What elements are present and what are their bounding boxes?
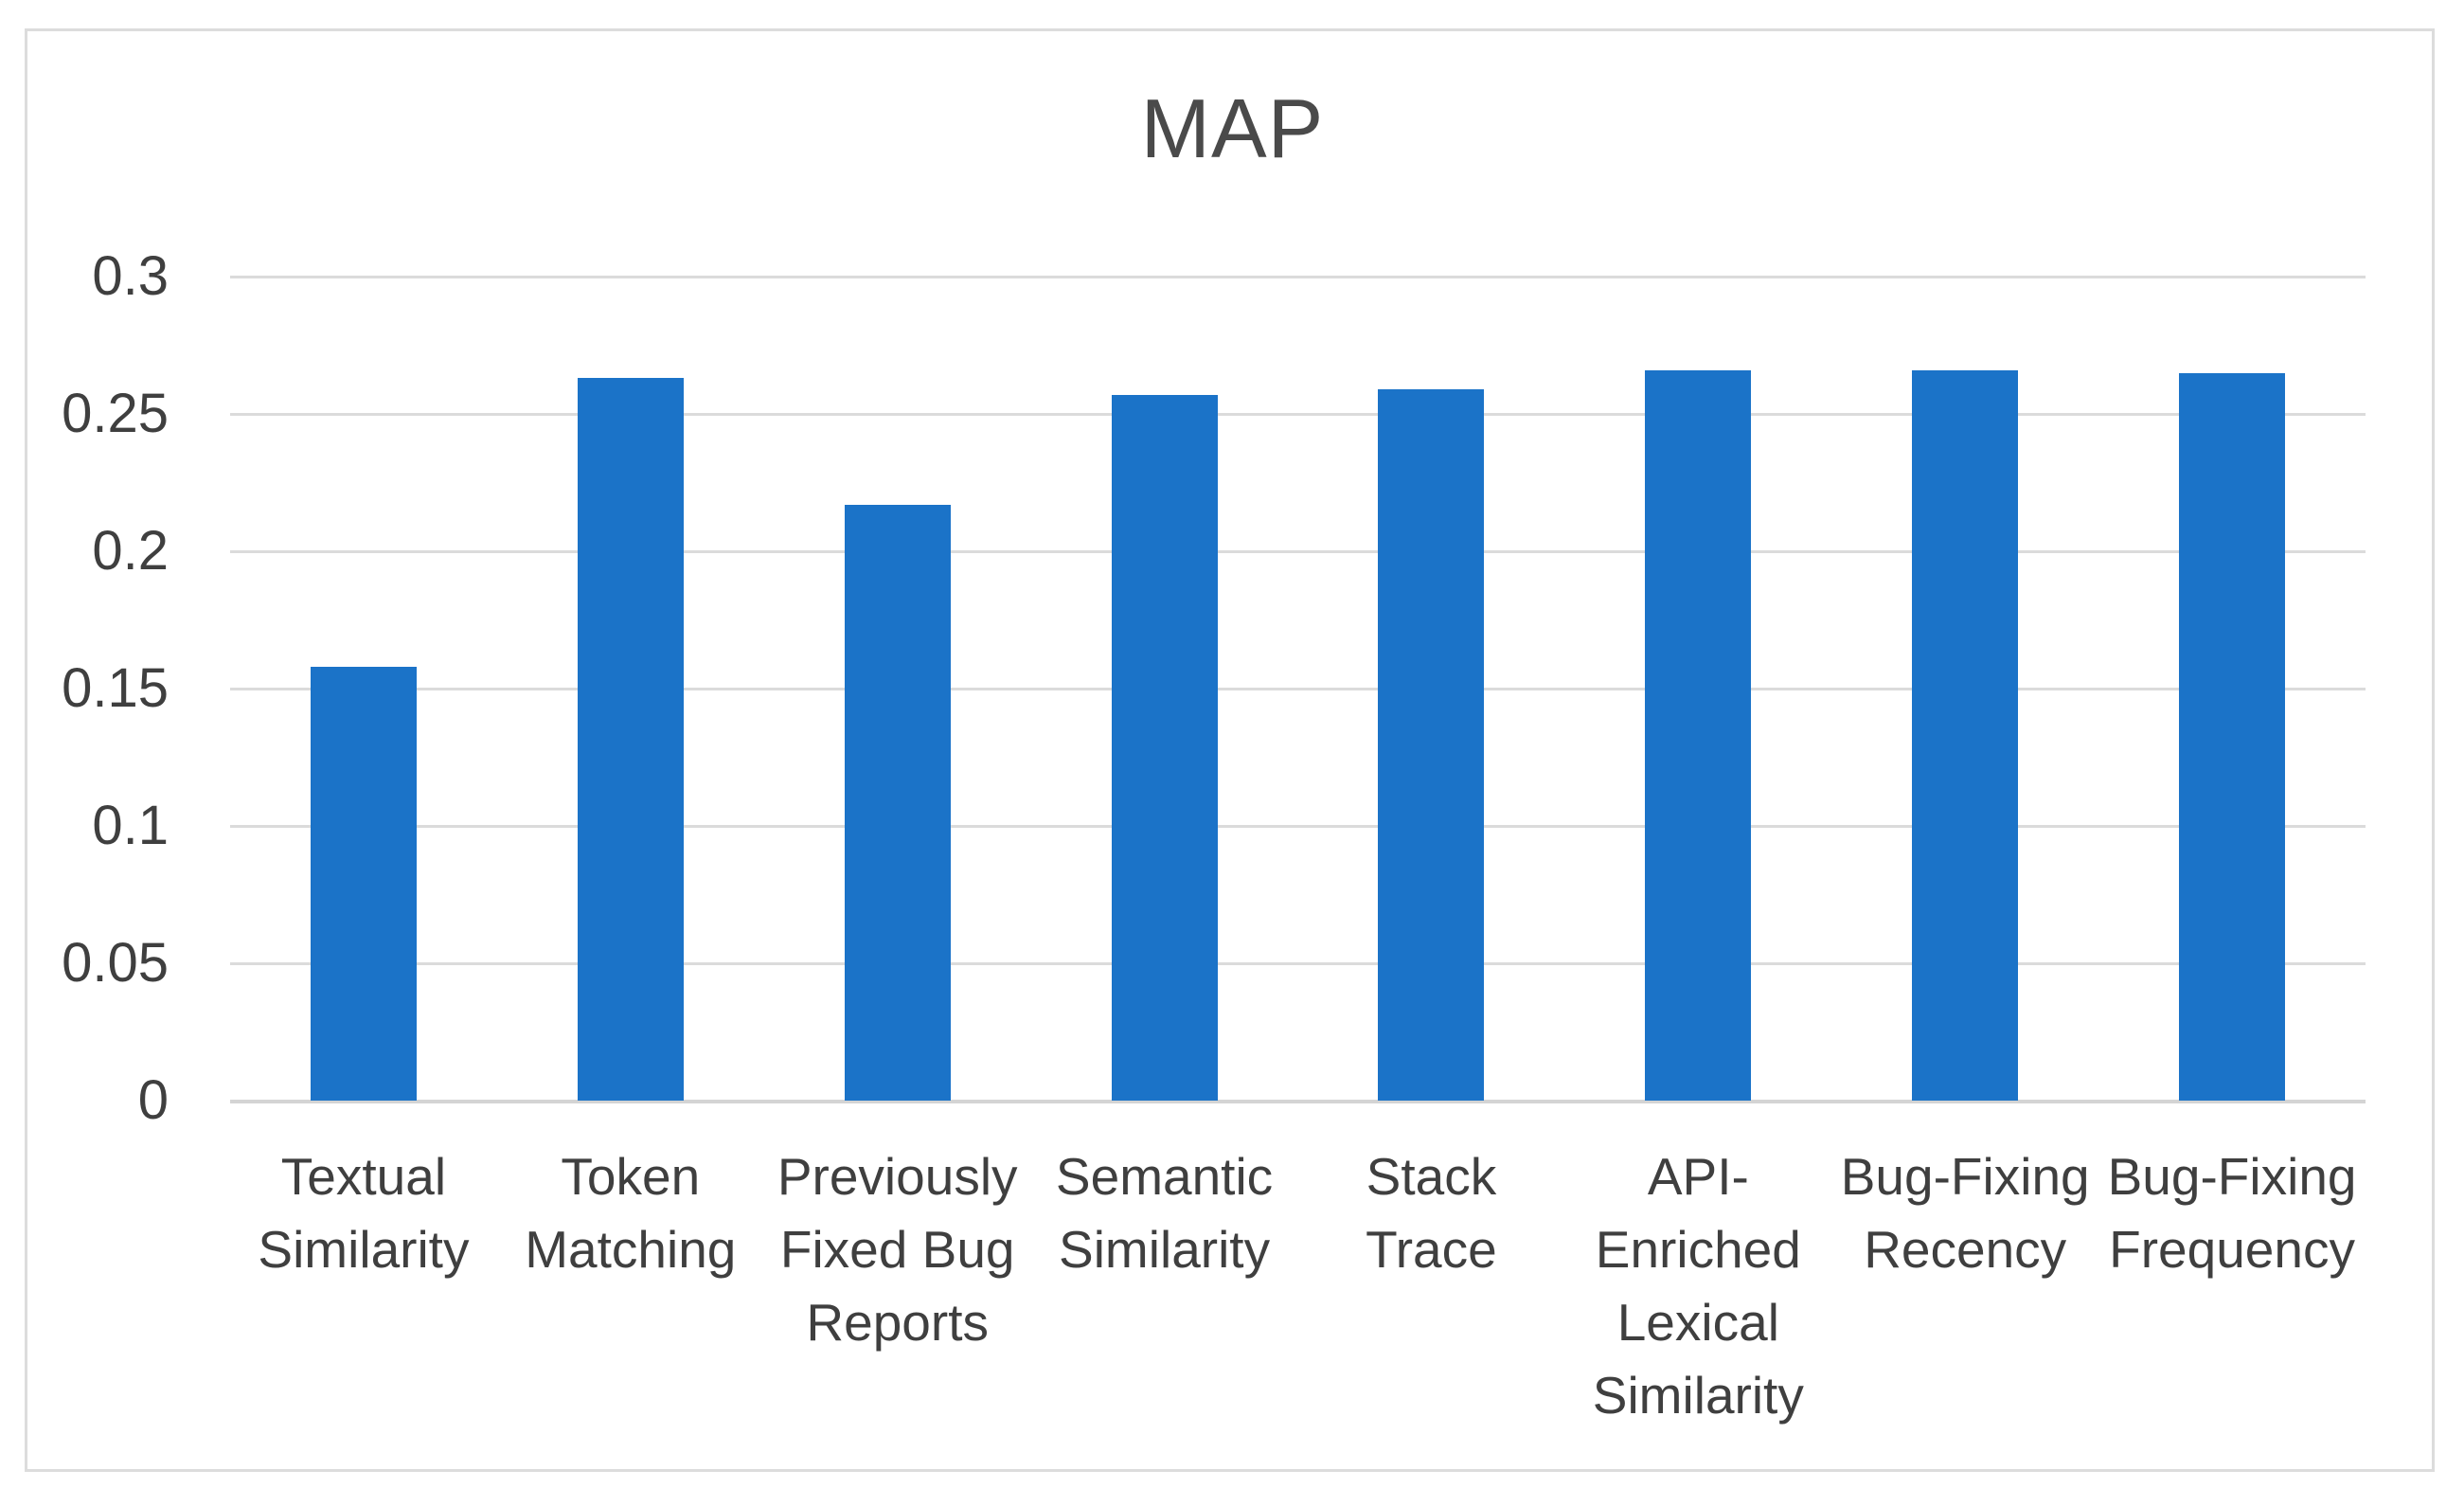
y-tick-label: 0.2 xyxy=(92,520,169,582)
gridline xyxy=(230,276,2366,278)
gridline xyxy=(230,688,2366,690)
x-category-label: Token Matching xyxy=(525,1147,737,1279)
y-tick-label: 0.05 xyxy=(62,932,169,994)
x-category-label: Stack Trace xyxy=(1366,1147,1497,1279)
gridline xyxy=(230,825,2366,828)
y-tick-label: 0.15 xyxy=(62,657,169,719)
x-axis-line xyxy=(230,1100,2366,1103)
x-category-label: Bug-Fixing Frequency xyxy=(2107,1147,2357,1279)
x-category-label: Previously Fixed Bug Reports xyxy=(777,1147,1018,1352)
y-tick-label: 0.25 xyxy=(62,383,169,444)
gridline xyxy=(230,413,2366,416)
chart-frame xyxy=(25,28,2435,1472)
bar xyxy=(310,666,417,1101)
bar xyxy=(2179,372,2286,1101)
x-category-label: Bug-Fixing Recency xyxy=(1840,1147,2090,1279)
bar xyxy=(1912,369,2019,1101)
chart-title: MAP xyxy=(1140,81,1325,175)
x-category-label: Semantic Similarity xyxy=(1055,1147,1274,1279)
plot-area xyxy=(230,276,2366,1103)
bar xyxy=(1111,394,1218,1101)
gridline xyxy=(230,550,2366,553)
x-category-label: API- Enriched Lexical Similarity xyxy=(1592,1147,1804,1425)
x-category-label: Textual Similarity xyxy=(258,1147,470,1279)
y-tick-label: 0.1 xyxy=(92,795,169,856)
bar xyxy=(1378,388,1485,1101)
gridline xyxy=(230,962,2366,965)
bar xyxy=(844,504,951,1101)
bar xyxy=(577,378,684,1101)
y-tick-label: 0 xyxy=(137,1069,169,1131)
bar xyxy=(1645,369,1752,1101)
y-tick-label: 0.3 xyxy=(92,245,169,307)
